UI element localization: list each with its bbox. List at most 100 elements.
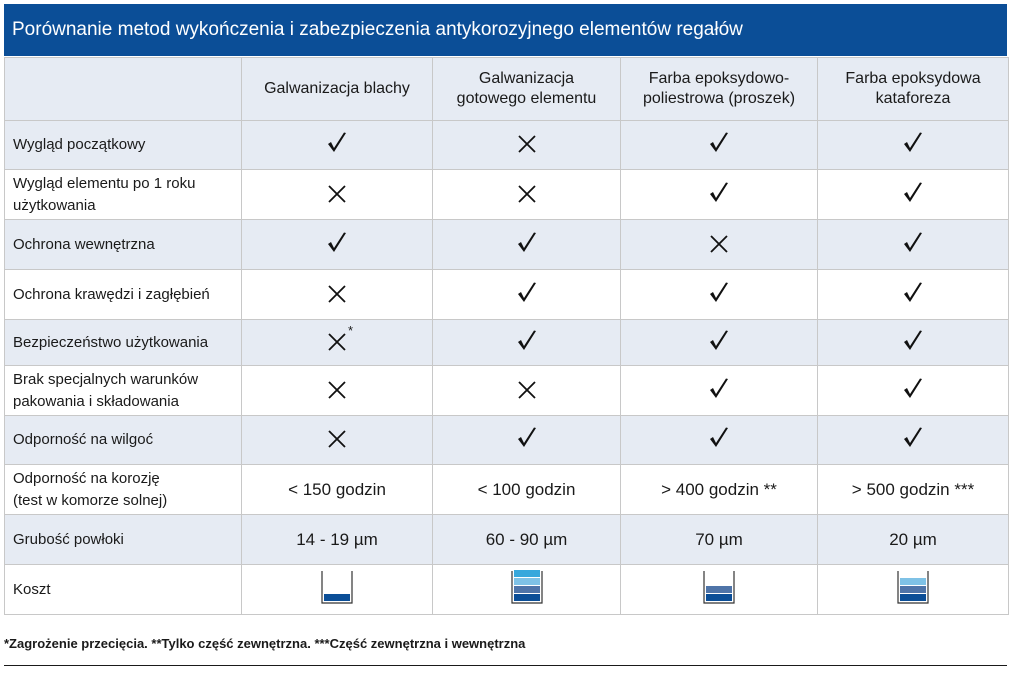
table-cell: 60 - 90 µm <box>432 514 621 565</box>
check-icon <box>328 132 346 152</box>
cost-level-icon <box>510 570 543 604</box>
check-mark <box>900 425 926 451</box>
cross-mark <box>514 181 540 207</box>
table-cell <box>432 169 621 220</box>
table-cell <box>817 269 1009 320</box>
check-mark <box>900 328 926 354</box>
table-row: Wygląd elementu po 1 roku użytkowania <box>4 169 1009 220</box>
header-corner <box>4 57 242 121</box>
check-icon <box>517 427 536 447</box>
table-row: Koszt <box>4 564 1009 615</box>
table-cell <box>432 365 621 416</box>
row-label: Brak specjalnych warunków pakowania i skł… <box>4 365 242 416</box>
table-row: Ochrona wewnętrzna <box>4 219 1009 270</box>
check-icon <box>904 378 922 398</box>
bottom-rule <box>4 665 1007 666</box>
column-header: Galwanizacja gotowego elementu <box>432 57 621 121</box>
table-cell <box>817 120 1009 170</box>
cross-mark <box>706 231 732 257</box>
check-icon <box>710 427 728 447</box>
check-mark <box>900 280 926 306</box>
table-cell: < 150 godzin <box>241 464 433 515</box>
table-cell <box>241 120 433 170</box>
table-cell <box>817 219 1009 270</box>
table-cell <box>432 120 621 170</box>
table-cell <box>432 269 621 320</box>
check-icon <box>517 232 536 252</box>
header-row: Galwanizacja blachy Galwanizacja gotowego… <box>4 57 1009 121</box>
table-title: Porównanie metod wykończenia i zabezpiec… <box>4 4 1007 56</box>
check-mark <box>706 376 732 402</box>
row-label: Koszt <box>4 564 242 615</box>
check-mark <box>900 130 926 156</box>
check-mark <box>514 280 540 306</box>
cross-mark <box>324 377 350 403</box>
column-header: Farba epoksydowo-poliestrowa (proszek) <box>620 57 818 121</box>
check-mark <box>324 130 350 156</box>
row-label: Odporność na korozję (test w komorze soln… <box>4 464 242 515</box>
check-icon <box>710 182 728 202</box>
table-cell <box>241 564 433 615</box>
table-row: Brak specjalnych warunków pakowania i skł… <box>4 365 1009 416</box>
table-cell <box>620 564 818 615</box>
check-icon <box>904 330 922 350</box>
check-mark <box>324 230 350 256</box>
cost-indicator <box>703 570 735 609</box>
row-label: Bezpieczeństwo użytkowania <box>4 319 242 366</box>
row-label: Ochrona krawędzi i zagłębień <box>4 269 242 320</box>
row-label: Grubość powłoki <box>4 514 242 565</box>
footnote: *Zagrożenie przecięcia. **Tylko część ze… <box>4 636 526 651</box>
table-row: Odporność na korozję (test w komorze soln… <box>4 464 1009 515</box>
table-cell <box>432 564 621 615</box>
table-cell <box>620 365 818 416</box>
check-icon <box>517 282 536 302</box>
table-cell <box>620 319 818 366</box>
cross-icon <box>328 284 346 303</box>
table-cell <box>620 415 818 465</box>
table-cell <box>241 415 433 465</box>
cross-mark: * <box>324 323 353 355</box>
row-label: Wygląd początkowy <box>4 120 242 170</box>
cross-icon <box>328 184 346 203</box>
column-header: Galwanizacja blachy <box>241 57 433 121</box>
table-cell: 20 µm <box>817 514 1009 565</box>
cross-icon <box>517 135 536 153</box>
check-mark <box>706 280 732 306</box>
comparison-table: Galwanizacja blachy Galwanizacja gotowego… <box>4 57 1009 615</box>
check-mark <box>900 230 926 256</box>
check-icon <box>517 330 536 350</box>
cost-level-icon <box>321 571 353 604</box>
table-cell: * <box>241 319 433 366</box>
cross-mark <box>514 377 540 403</box>
table-cell <box>432 415 621 465</box>
table-row: Bezpieczeństwo użytkowania * <box>4 319 1009 366</box>
check-mark <box>706 328 732 354</box>
row-label: Ochrona wewnętrzna <box>4 219 242 270</box>
table-cell <box>817 169 1009 220</box>
table-cell <box>817 365 1009 416</box>
row-label: Wygląd elementu po 1 roku użytkowania <box>4 169 242 220</box>
cost-level-icon <box>897 571 929 604</box>
row-label: Odporność na wilgoć <box>4 415 242 465</box>
check-icon <box>328 232 346 252</box>
check-icon <box>710 378 728 398</box>
check-icon <box>904 282 922 302</box>
check-icon <box>710 330 728 350</box>
check-mark <box>900 376 926 402</box>
check-mark <box>706 425 732 451</box>
table-row: Ochrona krawędzi i zagłębień <box>4 269 1009 320</box>
table-cell <box>817 415 1009 465</box>
table-cell: < 100 godzin <box>432 464 621 515</box>
table-row: Odporność na wilgoć <box>4 415 1009 465</box>
table-cell <box>620 219 818 270</box>
check-mark <box>706 180 732 206</box>
table-cell <box>432 319 621 366</box>
cross-icon <box>328 430 346 448</box>
table-row: Grubość powłoki 14 - 19 µm 60 - 90 µm 70 µm… <box>4 514 1009 565</box>
cross-mark <box>324 281 350 307</box>
check-mark <box>706 130 732 156</box>
table-cell: > 500 godzin *** <box>817 464 1009 515</box>
cross-mark <box>324 181 350 207</box>
table-cell <box>241 169 433 220</box>
footnote-marker: * <box>348 322 354 338</box>
